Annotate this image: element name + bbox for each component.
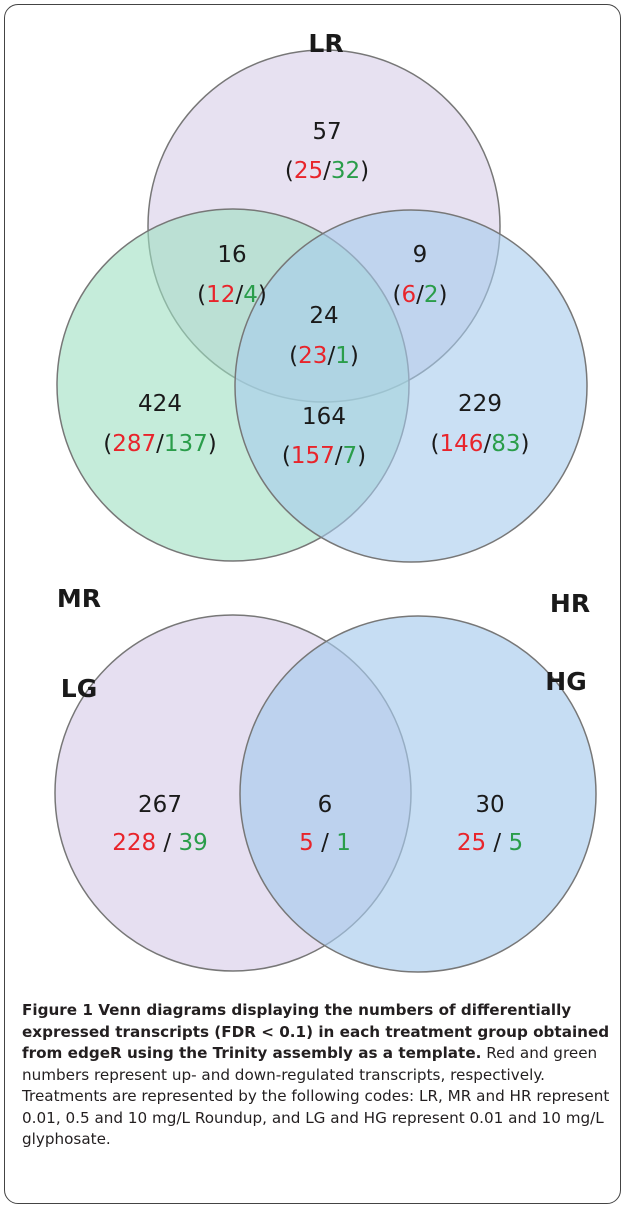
region-split-hg-only: 25 / 5 — [457, 830, 523, 856]
down-count: 2 — [424, 282, 439, 308]
down-count: 4 — [243, 282, 258, 308]
up-count: 12 — [206, 282, 235, 308]
up-count: 25 — [457, 830, 486, 856]
region-split-mr-hr: (157/7) — [282, 443, 366, 469]
set-label-mr: MR — [57, 584, 101, 613]
up-count: 287 — [112, 431, 156, 457]
set-label-hg: HG — [545, 667, 586, 696]
region-split-lr-mr: (12/4) — [197, 282, 267, 308]
region-total-lg-hg: 6 — [318, 792, 333, 818]
region-split-lr-hr: (6/2) — [393, 282, 448, 308]
region-split-lr-only: (25/32) — [285, 158, 369, 184]
region-total-mr-only: 424 — [138, 391, 182, 417]
up-count: 25 — [294, 158, 323, 184]
down-count: 32 — [331, 158, 360, 184]
down-count: 83 — [491, 431, 520, 457]
set-label-lr: LR — [308, 29, 343, 58]
region-total-mr-hr: 164 — [302, 404, 346, 430]
up-count: 6 — [401, 282, 416, 308]
down-count: 1 — [336, 830, 351, 856]
up-count: 23 — [298, 343, 327, 369]
venn-top: LR MR HR 57 (25/32) 16 (12/4) 9 (6/2) 24… — [56, 29, 590, 618]
region-total-lg-only: 267 — [138, 792, 182, 818]
region-total-lr-only: 57 — [312, 119, 341, 145]
set-label-lg: LG — [61, 674, 97, 703]
region-total-lr-mr: 16 — [217, 242, 246, 268]
down-count: 7 — [343, 443, 358, 469]
region-total-all: 24 — [309, 303, 338, 329]
region-total-hr-only: 229 — [458, 391, 502, 417]
down-count: 39 — [179, 830, 208, 856]
figure-caption: Figure 1 Venn diagrams displaying the nu… — [22, 1000, 612, 1151]
down-count: 5 — [509, 830, 524, 856]
up-count: 228 — [112, 830, 156, 856]
caption-title: Figure 1 Venn diagrams displaying the nu… — [22, 1001, 610, 1062]
region-total-hg-only: 30 — [475, 792, 504, 818]
down-count: 137 — [164, 431, 208, 457]
region-split-lg-hg: 5 / 1 — [299, 830, 351, 856]
region-split-mr-only: (287/137) — [103, 431, 217, 457]
region-split-lg-only: 228 / 39 — [112, 830, 208, 856]
circle-hr — [234, 209, 588, 563]
venn-bottom: LG HG 267 228 / 39 6 5 / 1 30 25 / 5 — [54, 614, 597, 973]
set-label-hr: HR — [550, 589, 590, 618]
circle-hg — [239, 615, 597, 973]
up-count: 157 — [291, 443, 335, 469]
region-split-all: (23/1) — [289, 343, 359, 369]
up-count: 5 — [299, 830, 314, 856]
caption-body: Red and green numbers represent up- and … — [22, 1044, 610, 1148]
down-count: 1 — [335, 343, 350, 369]
up-count: 146 — [440, 431, 484, 457]
region-total-lr-hr: 9 — [413, 242, 428, 268]
region-split-hr-only: (146/83) — [431, 431, 530, 457]
